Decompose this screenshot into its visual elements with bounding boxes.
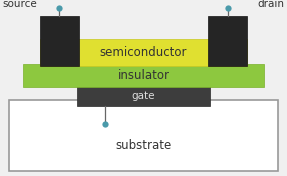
Bar: [9, 100, 278, 171]
Bar: [77, 85, 210, 106]
Text: gate: gate: [132, 91, 155, 100]
Text: semiconductor: semiconductor: [100, 46, 187, 59]
Bar: [40, 39, 247, 66]
Bar: [40, 16, 79, 66]
Bar: [208, 16, 247, 66]
Text: drain: drain: [257, 0, 284, 9]
Text: source: source: [3, 0, 38, 9]
Text: substrate: substrate: [115, 139, 172, 152]
Text: insulator: insulator: [117, 69, 170, 82]
Bar: [23, 64, 264, 87]
